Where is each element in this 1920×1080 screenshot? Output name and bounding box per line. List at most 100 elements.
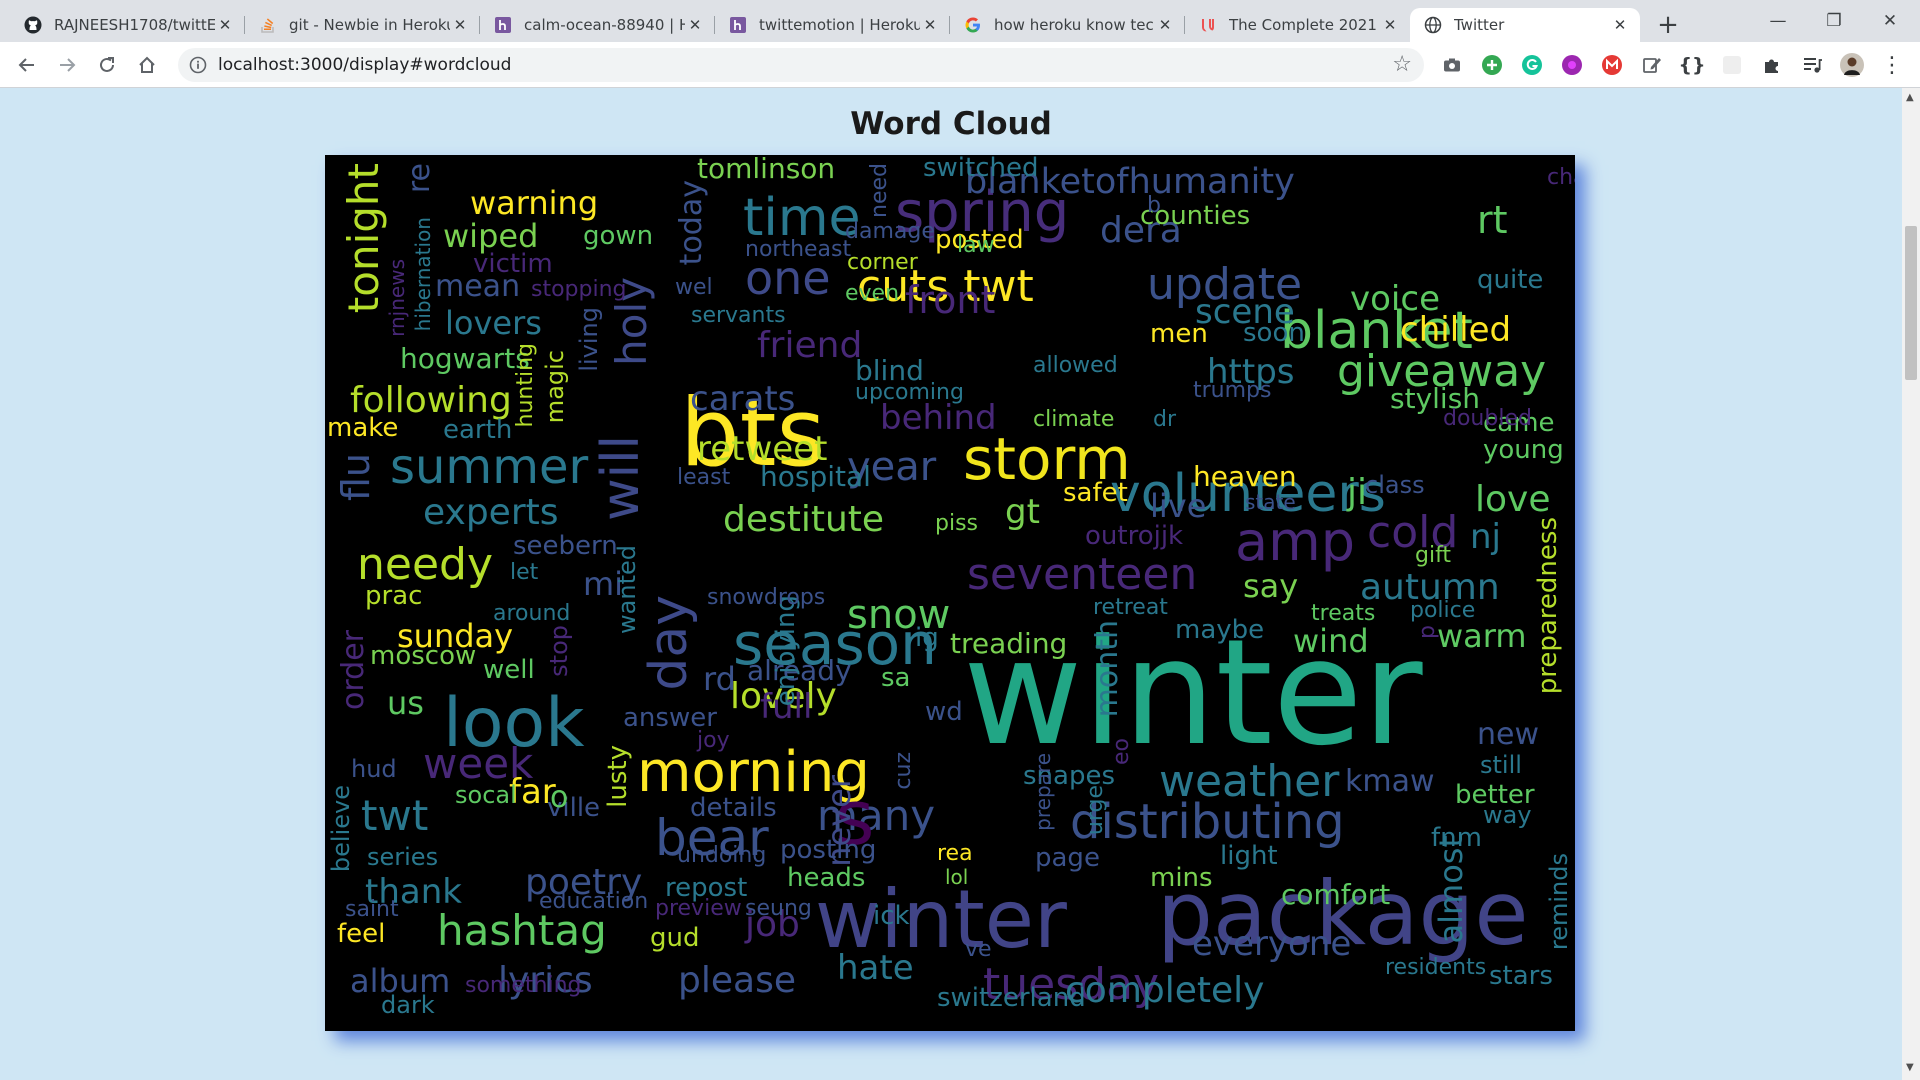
cloud-word: hospital bbox=[760, 460, 871, 493]
tab-twitter[interactable]: Twitter ✕ bbox=[1410, 8, 1640, 42]
cloud-word: page bbox=[1035, 843, 1100, 873]
tab-github[interactable]: RAJNEESH1708/twittEr ✕ bbox=[10, 8, 245, 42]
cloud-word: season bbox=[733, 610, 937, 678]
camera-icon[interactable] bbox=[1440, 53, 1464, 77]
restore-button[interactable]: ❐ bbox=[1826, 11, 1842, 31]
home-button[interactable] bbox=[130, 48, 164, 82]
tab-title: The Complete 2021 We bbox=[1229, 16, 1380, 34]
cloud-word: seventeen bbox=[967, 549, 1198, 600]
page-scrollbar[interactable]: ▲ ▼ bbox=[1902, 88, 1920, 1080]
cloud-word: stylish bbox=[1390, 382, 1481, 415]
cloud-word: dera bbox=[1100, 210, 1182, 251]
cloud-word: lovely bbox=[730, 676, 837, 717]
close-icon[interactable]: ✕ bbox=[218, 16, 232, 34]
cloud-word: full bbox=[760, 687, 813, 727]
cloud-word: trumps bbox=[1193, 378, 1272, 403]
tab-google-search[interactable]: how heroku know tech ✕ bbox=[950, 8, 1185, 42]
puzzle-icon[interactable] bbox=[1760, 53, 1784, 77]
cloud-word: dr bbox=[1153, 407, 1177, 432]
cloud-word: series bbox=[367, 843, 439, 871]
cloud-word: mins bbox=[1150, 863, 1213, 893]
tab-stackoverflow[interactable]: git - Newbie in Heroku ✕ bbox=[245, 8, 480, 42]
cloud-word: cold bbox=[1367, 507, 1459, 558]
blank-extension-icon[interactable] bbox=[1720, 53, 1744, 77]
cloud-word: northeast bbox=[745, 237, 852, 262]
reload-button[interactable] bbox=[90, 48, 124, 82]
scroll-up-icon[interactable]: ▲ bbox=[1906, 92, 1914, 103]
close-window-button[interactable]: ✕ bbox=[1882, 11, 1898, 31]
forward-button[interactable] bbox=[50, 48, 84, 82]
cloud-word: police bbox=[1410, 598, 1476, 623]
cloud-word: prac bbox=[365, 581, 423, 611]
close-icon[interactable]: ✕ bbox=[1158, 16, 1172, 34]
info-icon[interactable] bbox=[188, 55, 208, 75]
cloud-word: young bbox=[1483, 435, 1564, 465]
address-bar[interactable]: localhost:3000/display#wordcloud ☆ bbox=[178, 48, 1424, 82]
tab-heroku-dashboard[interactable]: twittemotion | Heroku ✕ bbox=[715, 8, 950, 42]
scroll-down-icon[interactable]: ▼ bbox=[1906, 1062, 1914, 1073]
grammarly-icon[interactable] bbox=[1520, 53, 1544, 77]
cloud-word: ig bbox=[915, 623, 939, 653]
cloud-word: ji bbox=[1347, 472, 1368, 513]
cloud-word: snow bbox=[847, 592, 951, 638]
cloud-word: year bbox=[847, 444, 937, 490]
edit-icon[interactable] bbox=[1640, 53, 1664, 77]
tab-heroku-app[interactable]: calm-ocean-88940 | He ✕ bbox=[480, 8, 715, 42]
cloud-word: warm bbox=[1437, 617, 1527, 655]
cloud-word: law bbox=[957, 233, 995, 258]
cloud-word: wel bbox=[675, 275, 713, 300]
scrollbar-thumb[interactable] bbox=[1905, 226, 1917, 380]
reload-icon bbox=[100, 57, 114, 72]
media-icon[interactable] bbox=[1800, 53, 1824, 77]
cloud-word: treats bbox=[1311, 601, 1376, 626]
cloud-word: month bbox=[1090, 620, 1125, 718]
cloud-word: hibernation bbox=[411, 217, 435, 332]
cloud-word: change bbox=[1547, 165, 1575, 190]
cloud-word: destitute bbox=[723, 499, 885, 540]
close-icon[interactable]: ✕ bbox=[1383, 16, 1397, 34]
tab-udemy[interactable]: The Complete 2021 We ✕ bbox=[1185, 8, 1410, 42]
cloud-word: please bbox=[678, 960, 796, 1001]
cloud-word: better bbox=[1455, 780, 1535, 810]
profile-avatar[interactable] bbox=[1840, 53, 1864, 77]
close-icon[interactable]: ✕ bbox=[1613, 16, 1627, 34]
gmail-icon[interactable] bbox=[1600, 53, 1624, 77]
color-picker-icon[interactable] bbox=[1560, 53, 1584, 77]
cloud-word: maybe bbox=[1175, 615, 1265, 645]
cloud-word: rd bbox=[703, 660, 736, 698]
cloud-word: stopping bbox=[531, 277, 627, 302]
close-icon[interactable]: ✕ bbox=[923, 16, 937, 34]
cloud-word: upcoming bbox=[855, 380, 964, 405]
new-tab-button[interactable]: + bbox=[1657, 10, 1679, 40]
github-icon bbox=[24, 16, 42, 34]
back-button[interactable] bbox=[10, 48, 44, 82]
cloud-word: https bbox=[1207, 352, 1295, 392]
minimize-button[interactable]: — bbox=[1769, 11, 1787, 31]
cloud-word: posted bbox=[935, 225, 1024, 255]
cloud-word: make bbox=[327, 413, 399, 443]
arrow-left-icon bbox=[18, 58, 34, 72]
cloud-word: nj bbox=[1470, 517, 1501, 557]
cloud-word: love bbox=[1475, 479, 1551, 520]
cloud-word: light bbox=[1220, 841, 1278, 871]
cloud-word: saint bbox=[345, 897, 399, 922]
json-icon[interactable]: {} bbox=[1678, 54, 1706, 76]
cloud-word: piss bbox=[935, 511, 979, 536]
cloud-word: switched bbox=[923, 155, 1039, 183]
cloud-word: poetry bbox=[525, 862, 643, 903]
cloud-word: still bbox=[1480, 751, 1522, 779]
cloud-word: order bbox=[336, 630, 371, 710]
cloud-word: b bbox=[1147, 193, 1161, 218]
cloud-word: warning bbox=[470, 184, 599, 222]
menu-icon[interactable]: ⋮ bbox=[1881, 52, 1903, 78]
cloud-word: bts bbox=[680, 379, 826, 488]
cloud-word: storm bbox=[963, 425, 1131, 493]
cloud-word: posting bbox=[780, 835, 877, 865]
tab-title: calm-ocean-88940 | He bbox=[524, 16, 685, 34]
star-icon[interactable]: ☆ bbox=[1392, 52, 1412, 77]
close-icon[interactable]: ✕ bbox=[688, 16, 702, 34]
cloud-word: rea bbox=[937, 841, 973, 866]
cloud-word: snapes bbox=[1023, 761, 1116, 791]
add-icon[interactable] bbox=[1480, 53, 1504, 77]
close-icon[interactable]: ✕ bbox=[453, 16, 467, 34]
